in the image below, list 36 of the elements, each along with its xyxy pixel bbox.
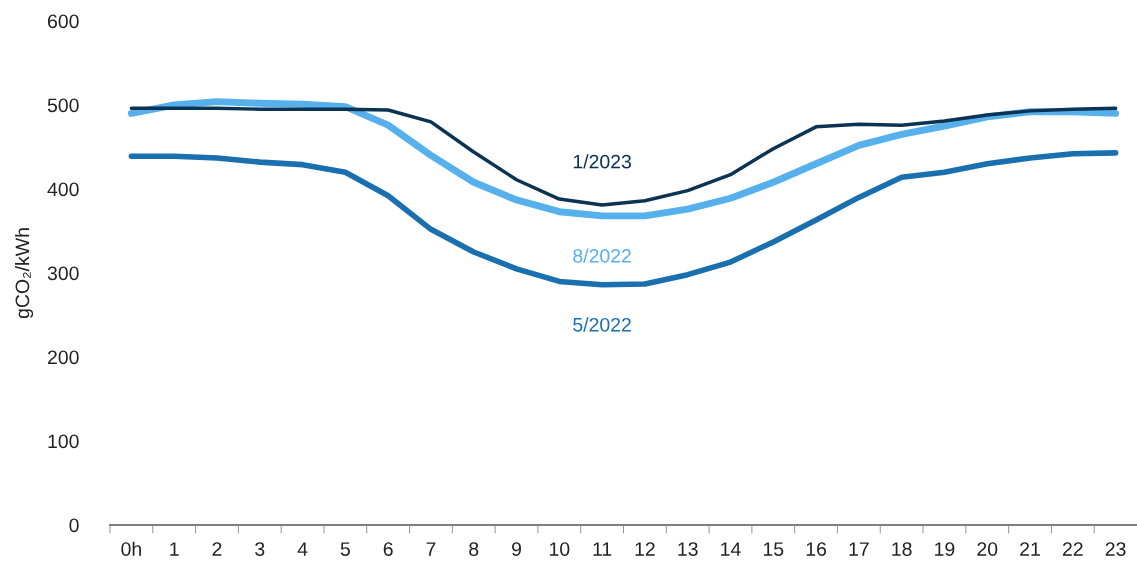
x-tick-label: 5 [340,542,350,556]
y-tick-label: 400 [47,182,79,197]
x-tick-label: 16 [806,542,827,556]
x-tick-label: 18 [892,542,912,556]
x-tick-label: 17 [849,542,869,556]
series-label: 8/2022 [573,248,631,263]
x-tick-label: 4 [297,542,308,556]
x-tick-label: 1 [170,542,179,556]
x-tick-label: 11 [593,542,612,556]
x-tick-label: 23 [1105,542,1126,556]
y-axis-title: gCO₂/kWh [14,228,34,319]
line-series [129,106,1118,207]
y-tick-label: 0 [69,518,79,533]
x-tick-label: 19 [935,542,955,556]
series-label: 5/2022 [573,317,631,332]
x-tick-label: 14 [721,542,741,556]
x-tick-label: 2 [212,542,222,556]
x-tick-label: 6 [383,542,393,556]
y-tick-label: 100 [48,434,79,449]
x-tick-label: 20 [977,542,998,556]
x-tick-label: 22 [1062,542,1083,556]
y-tick-label: 200 [47,350,79,365]
y-tick-label: 500 [47,98,79,113]
x-tick-label: 3 [255,542,265,556]
x-tick-label: 10 [549,542,570,556]
x-tick-label: 21 [1020,542,1040,556]
x-tick-label: 7 [426,542,436,556]
x-tick-label: 15 [763,542,784,556]
series-label: 1/2023 [573,154,631,169]
x-tick-label: 9 [512,542,522,556]
x-tick-label: 12 [635,542,655,556]
x-tick-label: 0h [121,541,141,556]
x-tick-label: 13 [678,542,698,556]
x-tick-label: 8 [469,542,479,556]
y-tick-label: 600 [47,14,79,29]
y-tick-label: 300 [47,266,79,281]
